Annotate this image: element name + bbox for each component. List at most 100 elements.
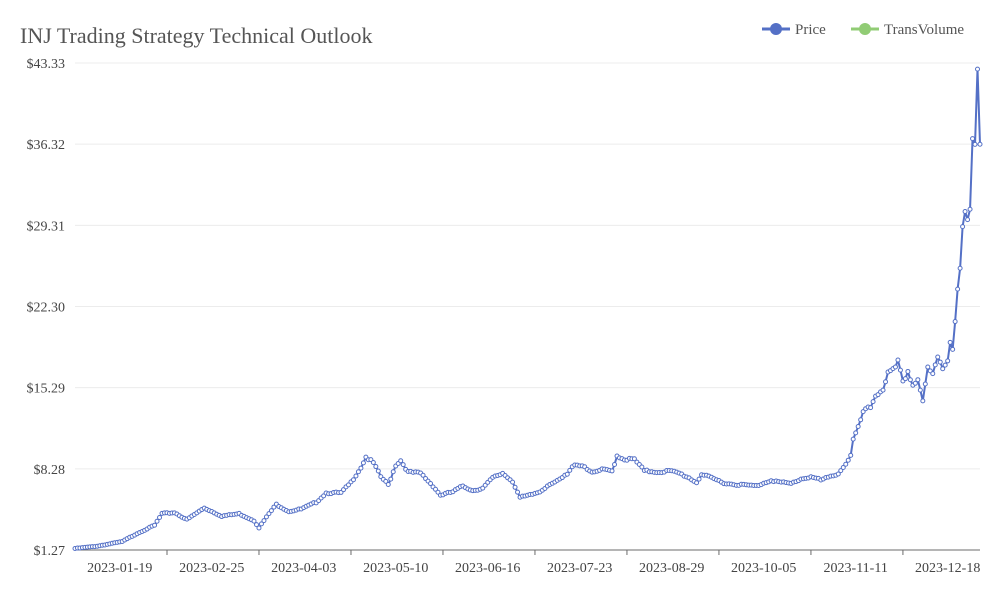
price-point[interactable]: [370, 459, 376, 465]
price-point[interactable]: [694, 480, 700, 486]
legend-transvolume-label: TransVolume: [884, 22, 964, 38]
grid: [75, 62, 980, 470]
price-point[interactable]: [967, 206, 973, 212]
price-point[interactable]: [937, 359, 943, 365]
price-point[interactable]: [840, 465, 846, 471]
price-point[interactable]: [945, 358, 951, 364]
price-point[interactable]: [400, 462, 406, 468]
price-point[interactable]: [915, 377, 921, 383]
price-point[interactable]: [420, 472, 426, 478]
price-point[interactable]: [639, 464, 645, 470]
price-point[interactable]: [355, 469, 361, 475]
price-point[interactable]: [940, 366, 946, 372]
price-point[interactable]: [905, 368, 911, 374]
price-point[interactable]: [515, 489, 521, 495]
price-point[interactable]: [251, 518, 257, 524]
price-point[interactable]: [353, 473, 359, 479]
price-point[interactable]: [157, 515, 163, 520]
price-point[interactable]: [932, 362, 938, 368]
price-point[interactable]: [256, 525, 262, 531]
price-point[interactable]: [848, 452, 854, 458]
x-tick-label: 2023-10-05: [731, 561, 796, 576]
price-point[interactable]: [845, 457, 851, 463]
price-point[interactable]: [835, 471, 841, 477]
price-point[interactable]: [955, 286, 961, 292]
price-point[interactable]: [375, 468, 381, 474]
price-point[interactable]: [907, 377, 913, 383]
price-point[interactable]: [972, 141, 978, 147]
price-point[interactable]: [975, 66, 981, 72]
price-point[interactable]: [947, 339, 953, 345]
price-point[interactable]: [398, 458, 404, 464]
y-tick-label: $22.30: [27, 301, 66, 316]
price-point[interactable]: [631, 456, 637, 462]
price-point[interactable]: [965, 217, 971, 223]
price-point[interactable]: [870, 399, 876, 405]
price-point[interactable]: [855, 424, 861, 430]
price-point[interactable]: [696, 476, 702, 482]
y-tick-label: $15.29: [27, 382, 66, 397]
price-point[interactable]: [952, 319, 958, 325]
price-point[interactable]: [512, 484, 518, 490]
price-point[interactable]: [858, 417, 864, 423]
price-point[interactable]: [950, 346, 956, 352]
price-point[interactable]: [970, 136, 976, 142]
price-point[interactable]: [960, 224, 966, 230]
price-point[interactable]: [850, 436, 856, 442]
price-point[interactable]: [567, 467, 573, 473]
price-point[interactable]: [154, 518, 160, 524]
price-point[interactable]: [920, 398, 926, 404]
price-point[interactable]: [609, 468, 615, 474]
price-point[interactable]: [883, 379, 889, 385]
price-point[interactable]: [390, 469, 396, 475]
price-point[interactable]: [853, 430, 859, 436]
price-series: [72, 66, 983, 551]
price-point[interactable]: [917, 387, 923, 393]
price-point[interactable]: [962, 209, 968, 215]
price-point[interactable]: [925, 364, 931, 370]
price-point[interactable]: [977, 141, 983, 147]
price-point[interactable]: [258, 521, 264, 527]
legend-item-price[interactable]: Price: [762, 22, 826, 38]
price-point[interactable]: [510, 479, 516, 485]
price-point[interactable]: [838, 468, 844, 474]
price-point[interactable]: [350, 477, 356, 483]
x-tick-label: 2023-06-16: [455, 561, 520, 576]
y-axis: $1.27 $8.28 $15.29 $22.30 $29.31 $36.32 $43.33: [27, 57, 66, 559]
price-point[interactable]: [930, 371, 936, 377]
price-point[interactable]: [428, 481, 434, 487]
price-point[interactable]: [268, 508, 274, 514]
price-point[interactable]: [843, 461, 849, 467]
price-point[interactable]: [612, 461, 618, 467]
price-point[interactable]: [152, 522, 158, 528]
legend: Price TransVolume: [762, 22, 964, 38]
price-point[interactable]: [263, 514, 269, 520]
price-point[interactable]: [880, 387, 886, 393]
x-tick-label: 2023-08-29: [639, 561, 704, 576]
price-point[interactable]: [360, 460, 366, 466]
price-point[interactable]: [942, 362, 948, 368]
price-point[interactable]: [902, 376, 908, 382]
price-point[interactable]: [895, 357, 901, 363]
price-point[interactable]: [957, 265, 963, 271]
legend-item-transvolume[interactable]: TransVolume: [851, 22, 964, 38]
price-point[interactable]: [254, 522, 259, 528]
x-tick-label: 2023-12-18: [915, 561, 980, 576]
price-point[interactable]: [373, 464, 379, 470]
price-point[interactable]: [383, 478, 389, 484]
price-point[interactable]: [385, 482, 391, 488]
price-point[interactable]: [935, 354, 941, 360]
price-point[interactable]: [868, 405, 874, 411]
price-point[interactable]: [388, 476, 394, 482]
legend-price-label: Price: [795, 22, 826, 38]
price-point[interactable]: [922, 381, 928, 387]
x-tick-label: 2023-01-19: [87, 561, 152, 576]
price-point[interactable]: [345, 482, 351, 488]
price-point[interactable]: [358, 465, 364, 471]
price-point[interactable]: [564, 471, 570, 477]
price-point[interactable]: [897, 367, 903, 373]
price-point[interactable]: [261, 518, 267, 524]
price-point[interactable]: [912, 380, 918, 386]
price-point[interactable]: [892, 364, 898, 370]
